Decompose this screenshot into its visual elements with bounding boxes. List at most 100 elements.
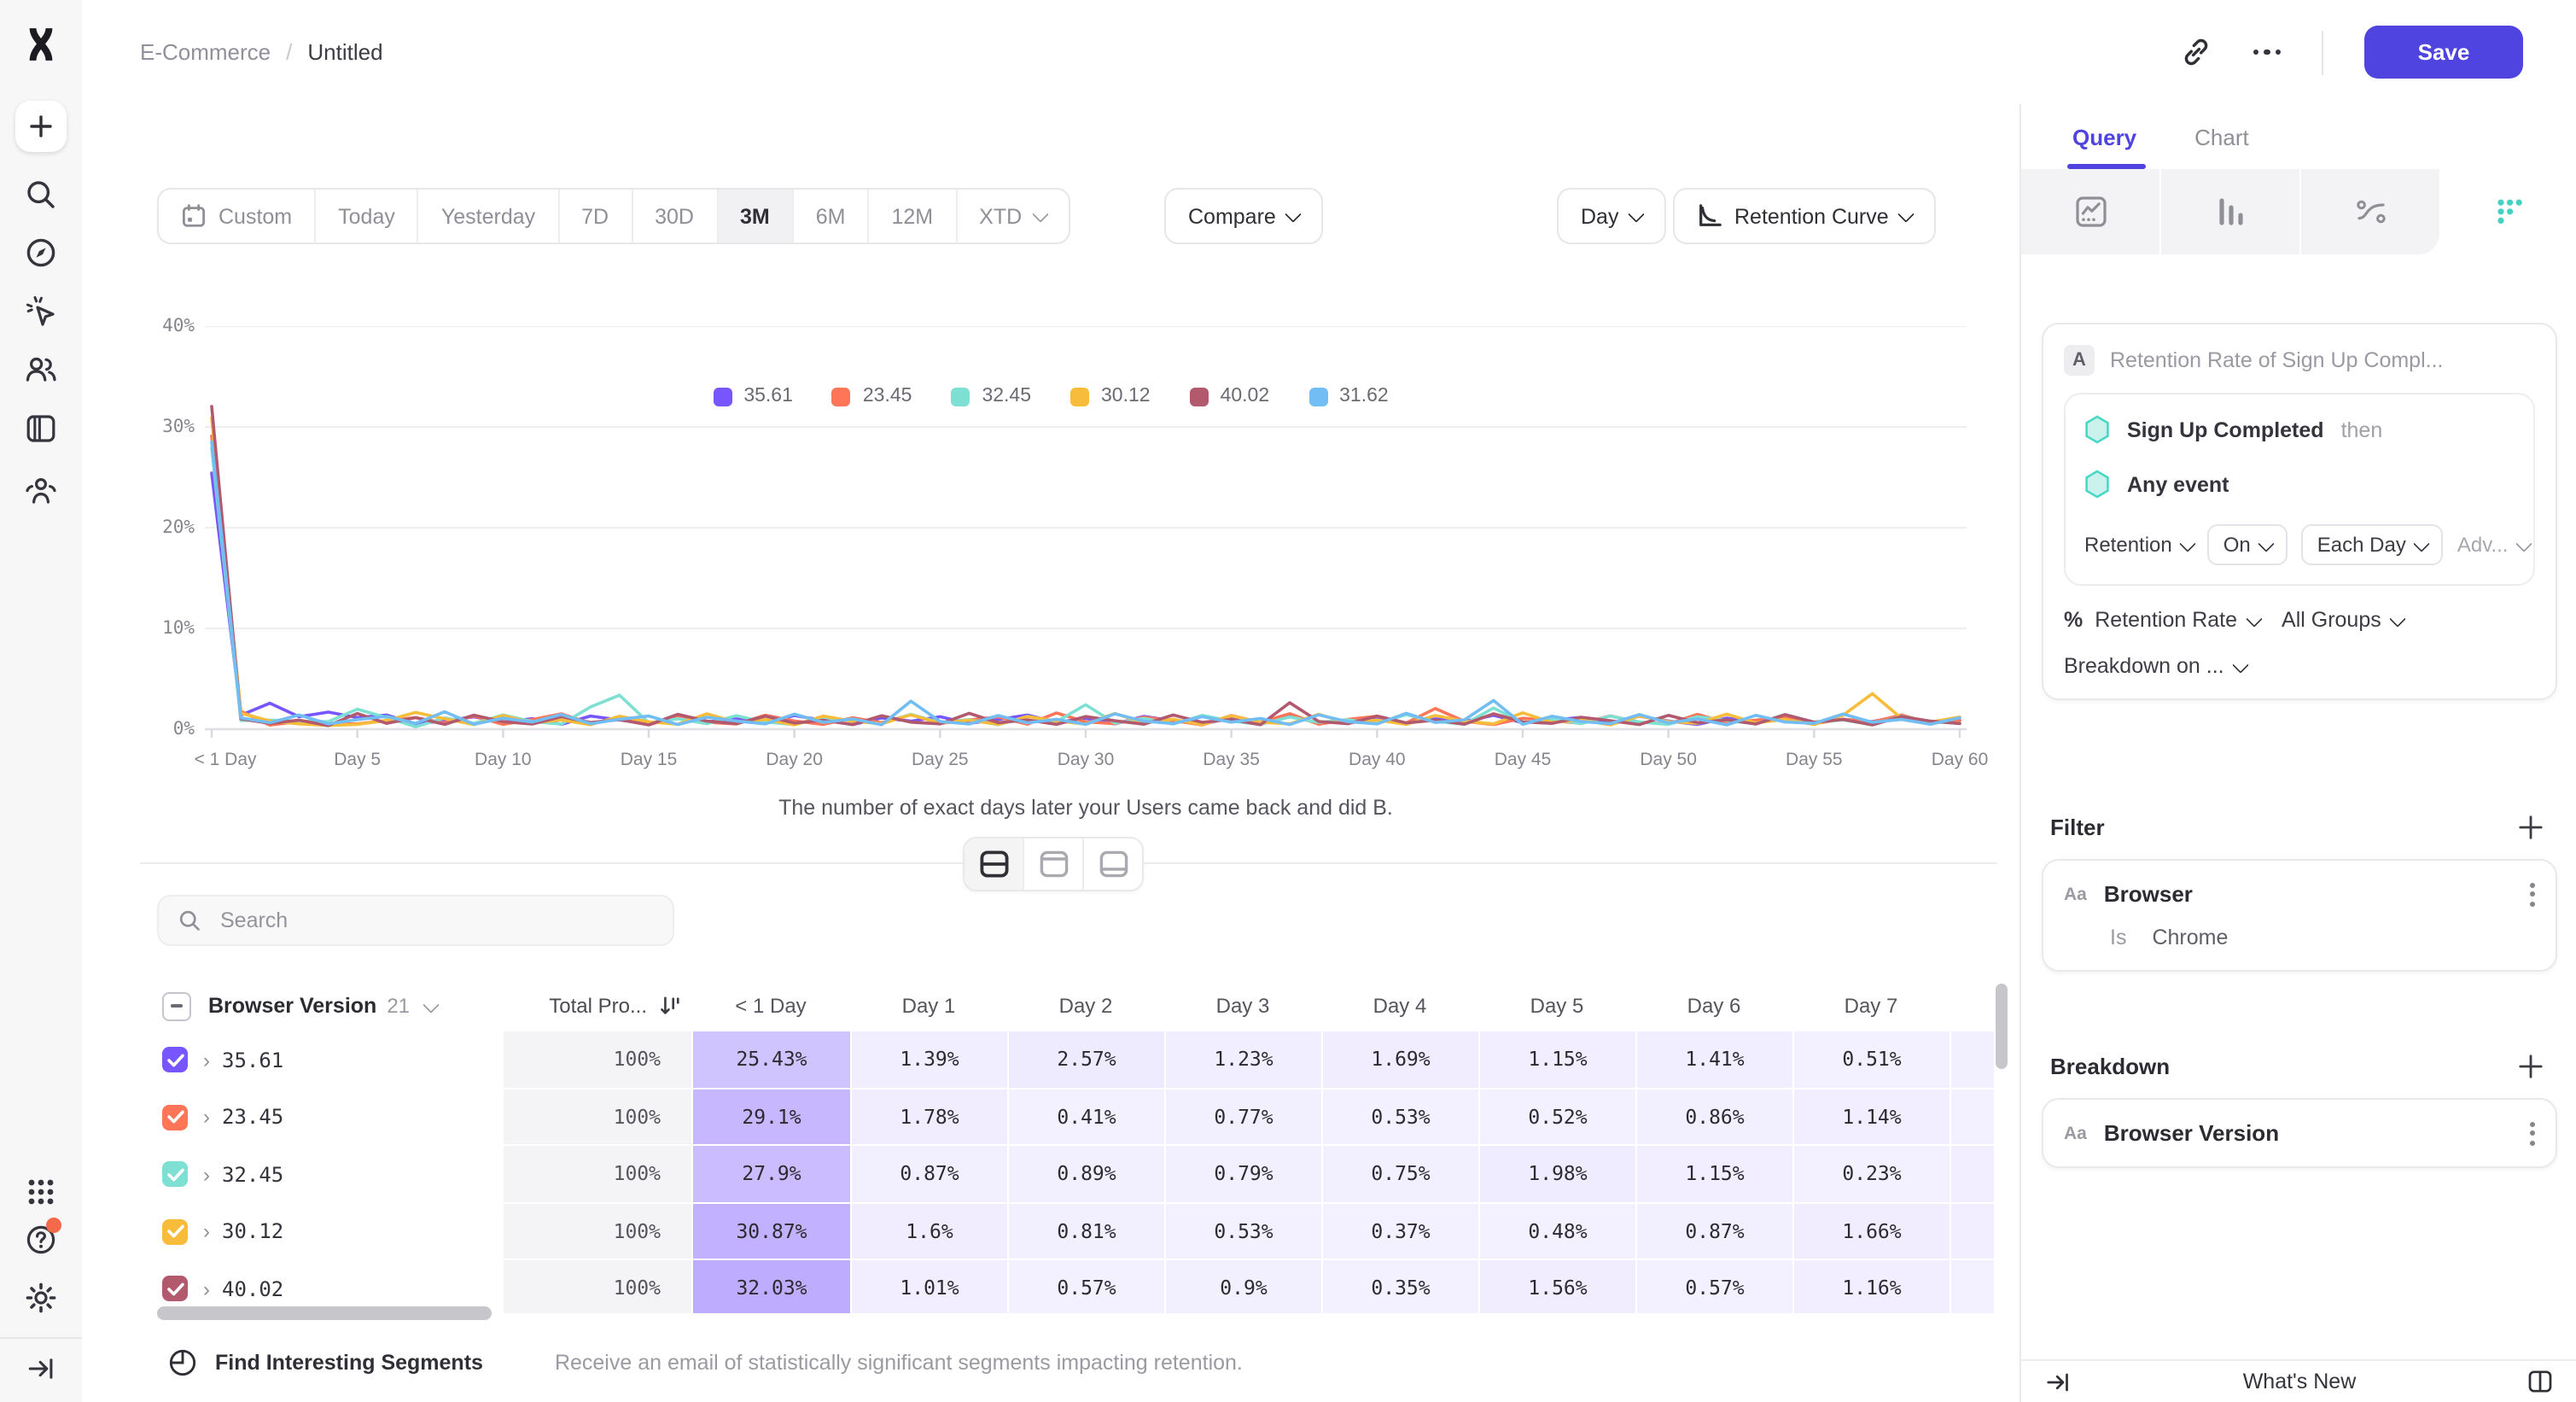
tab-query[interactable]: Query [2072, 124, 2137, 149]
retention-cell[interactable]: 0.79% [1164, 1146, 1321, 1203]
retention-cell[interactable]: 1.66% [1792, 1203, 1949, 1260]
column-header-day-5[interactable]: Day 5 [1530, 994, 1584, 1018]
group-column-header[interactable]: Browser Version [208, 994, 377, 1018]
filter-operator[interactable]: Is [2110, 926, 2127, 949]
retention-cell[interactable]: 1.39% [850, 1031, 1007, 1089]
legend-item[interactable]: 40.02 [1189, 386, 1269, 406]
column-header-day-4[interactable]: Day 4 [1373, 994, 1427, 1018]
row-checkbox[interactable] [162, 1047, 188, 1073]
range-custom[interactable]: Custom [159, 190, 314, 242]
series-line-35.61[interactable] [210, 471, 1961, 727]
row-expander-icon[interactable]: › [203, 1105, 210, 1130]
each-day-dropdown[interactable]: Each Day [2301, 524, 2444, 565]
users-icon[interactable] [24, 352, 58, 386]
step-title[interactable]: Retention Rate of Sign Up Compl... [2110, 348, 2444, 372]
retention-cell[interactable]: 1.69% [1321, 1031, 1478, 1089]
granularity-button[interactable]: Day [1557, 188, 1667, 244]
chevron-down-icon[interactable] [423, 996, 440, 1013]
breakdown-kebab-icon[interactable] [2530, 1121, 2535, 1145]
retention-cell[interactable]: 0.75% [1321, 1146, 1478, 1203]
select-all-checkbox[interactable] [162, 991, 191, 1020]
collapse-panel-icon[interactable] [2045, 1369, 2071, 1394]
retention-cell[interactable]: 0.89% [1007, 1146, 1164, 1203]
retention-cell[interactable]: 0.9% [1164, 1260, 1321, 1313]
column-header-day-2[interactable]: Day 2 [1058, 994, 1113, 1018]
retention-cell[interactable]: 32.03% [691, 1260, 850, 1313]
legend-item[interactable]: 35.61 [713, 386, 793, 406]
row-expander-icon[interactable]: › [203, 1162, 210, 1187]
column-header-day-8[interactable]: Day 8 [1949, 980, 1994, 1031]
retention-cell[interactable]: 0.86% [1635, 1089, 1792, 1146]
column-header--1-day[interactable]: < 1 Day [735, 994, 807, 1018]
settings-gear-icon[interactable] [24, 1281, 58, 1315]
legend-item[interactable]: 30.12 [1070, 386, 1151, 406]
compare-button[interactable]: Compare [1164, 188, 1324, 244]
retention-cell[interactable]: 0.41% [1007, 1089, 1164, 1146]
mixpanel-logo-icon[interactable] [20, 24, 61, 65]
help-icon[interactable] [24, 1218, 61, 1257]
report-insights-tab[interactable] [2021, 169, 2161, 254]
retention-cell[interactable]: 1.41% [1635, 1031, 1792, 1089]
breadcrumb-page-title[interactable]: Untitled [307, 39, 383, 65]
retention-cell[interactable]: 0.57% [1007, 1260, 1164, 1313]
range-6m[interactable]: 6M [791, 190, 868, 242]
range-yesterday[interactable]: Yesterday [417, 190, 557, 242]
add-filter-icon[interactable] [2518, 815, 2544, 840]
report-funnels-tab[interactable] [2161, 169, 2301, 254]
filter-value[interactable]: Chrome [2152, 926, 2229, 949]
report-retention-tab[interactable] [2439, 169, 2576, 254]
retention-cell[interactable]: 1.6% [850, 1203, 1007, 1260]
retention-cell[interactable]: 1.01% [850, 1260, 1007, 1313]
retention-cell[interactable]: 25.43% [691, 1031, 850, 1089]
row-expander-icon[interactable]: › [203, 1276, 210, 1301]
retention-cell[interactable]: 0.87% [1635, 1203, 1792, 1260]
retention-cell[interactable]: 0.37% [1321, 1203, 1478, 1260]
sort-descending-icon[interactable] [659, 995, 681, 1017]
column-header-day-6[interactable]: Day 6 [1687, 994, 1741, 1018]
advanced-dropdown[interactable]: Adv... [2457, 533, 2533, 557]
series-line-40.02[interactable] [210, 405, 1961, 727]
legend-item[interactable]: 23.45 [831, 386, 912, 406]
events-cursor-icon[interactable] [24, 294, 58, 328]
retention-cell[interactable]: 0.23% [1792, 1146, 1949, 1203]
retention-cell[interactable]: 1.16% [1792, 1260, 1949, 1313]
retention-cell[interactable]: 1.23% [1164, 1031, 1321, 1089]
retention-cell[interactable]: 0.53% [1164, 1203, 1321, 1260]
series-line-31.62[interactable] [210, 440, 1961, 727]
first-event-row[interactable]: Sign Up Completed then [2084, 415, 2515, 444]
measure-dropdown[interactable]: Retention Rate [2095, 608, 2262, 632]
panel-layout-icon[interactable] [2526, 1368, 2554, 1395]
breadcrumb-project[interactable]: E-Commerce [140, 39, 271, 65]
expand-sidebar-icon[interactable] [26, 1354, 55, 1383]
column-header-day-7[interactable]: Day 7 [1844, 994, 1898, 1018]
create-new-button[interactable] [15, 101, 67, 152]
groups-dropdown[interactable]: All Groups [2282, 608, 2406, 632]
retention-cell[interactable]: 0.81% [1007, 1203, 1164, 1260]
retention-cell[interactable]: 0.62% [1949, 1089, 1994, 1146]
range-today[interactable]: Today [314, 190, 417, 242]
retention-cell[interactable]: 1.56% [1478, 1260, 1635, 1313]
second-event-row[interactable]: Any event [2084, 470, 2515, 499]
series-line-32.45[interactable] [210, 447, 1961, 728]
retention-cell[interactable]: 0.48% [1478, 1203, 1635, 1260]
filter-kebab-icon[interactable] [2530, 882, 2535, 906]
row-checkbox[interactable] [162, 1218, 188, 1245]
boards-icon[interactable] [24, 412, 58, 446]
horizontal-scrollbar[interactable] [157, 1306, 492, 1320]
retention-cell[interactable]: 0.53% [1321, 1089, 1478, 1146]
range-7d[interactable]: 7D [557, 190, 631, 242]
retention-cell[interactable]: 1.15% [1478, 1031, 1635, 1089]
column-header-day-3[interactable]: Day 3 [1215, 994, 1270, 1018]
row-checkbox[interactable] [162, 1104, 188, 1130]
layout-chart-only-button[interactable] [1023, 838, 1082, 890]
range-xtd[interactable]: XTD [955, 190, 1068, 242]
retention-cell[interactable]: 1.04% [1949, 1203, 1994, 1260]
retention-cell[interactable]: 0.48% [1949, 1260, 1994, 1313]
retention-cell[interactable]: 0.52% [1478, 1089, 1635, 1146]
retention-cell[interactable]: 29.1% [691, 1089, 850, 1146]
retention-cell[interactable]: 0.51% [1792, 1031, 1949, 1089]
retention-cell[interactable]: 1.98% [1478, 1146, 1635, 1203]
retention-cell[interactable]: 1.15% [1635, 1146, 1792, 1203]
retention-cell[interactable]: 0.35% [1321, 1260, 1478, 1313]
on-dropdown[interactable]: On [2207, 524, 2288, 565]
